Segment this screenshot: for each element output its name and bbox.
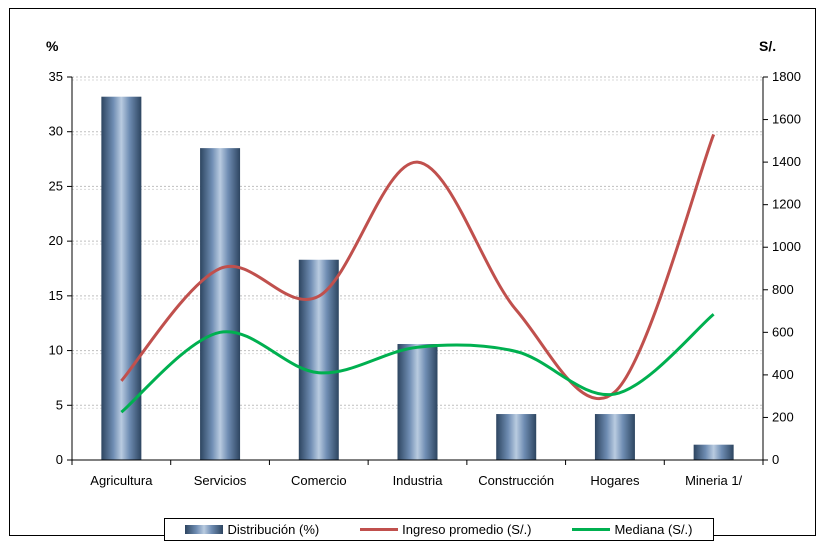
y-right-tick-label: 200 — [772, 409, 794, 424]
y-right-tick-label: 0 — [772, 452, 779, 467]
legend-line-swatch-mediana — [572, 528, 611, 531]
legend-item-ingreso: Ingreso promedio (S/.) — [360, 522, 532, 537]
legend-item-mediana: Mediana (S/.) — [572, 522, 693, 537]
bar — [693, 444, 734, 460]
legend-line-swatch-ingreso — [360, 528, 399, 531]
legend: Distribución (%) Ingreso promedio (S/.) … — [164, 518, 714, 541]
y-right-tick-label: 1200 — [772, 197, 801, 212]
bars — [101, 96, 734, 460]
y-left-tick-label: 5 — [56, 397, 63, 412]
y-right-tick-label: 1800 — [772, 69, 801, 84]
y-left-tick-label: 10 — [49, 343, 63, 358]
y-right-tick-label: 1600 — [772, 112, 801, 127]
y-right-tick-label: 600 — [772, 324, 794, 339]
y-left-tick-label: 35 — [49, 69, 63, 84]
y-left-tick-label: 20 — [49, 233, 63, 248]
x-tick-label: Mineria 1/ — [685, 473, 742, 488]
y-right-axis-label: S/. — [759, 38, 776, 54]
x-tick-label: Industria — [393, 473, 444, 488]
chart: 0 5 10 15 20 25 30 35 0 200 400 600 800 1000 1200 1400 1… — [46, 38, 801, 488]
y-left-tick-label: 0 — [56, 452, 63, 467]
chart-frame: 0 5 10 15 20 25 30 35 0 200 400 600 800 1000 1200 1400 1… — [9, 8, 816, 541]
lines — [120, 133, 716, 414]
bar — [397, 344, 438, 460]
y-left-tick-label: 25 — [49, 178, 63, 193]
y-left-tick-label: 15 — [49, 288, 63, 303]
bar — [496, 414, 537, 460]
bar — [594, 414, 635, 460]
y-right-tick-label: 400 — [772, 367, 794, 382]
legend-label-distribucion: Distribución (%) — [227, 522, 320, 537]
mediana-line — [120, 313, 715, 414]
legend-bar-swatch — [185, 525, 224, 534]
x-tick-label: Hogares — [590, 473, 640, 488]
bar — [101, 96, 142, 460]
y-right-tick-label: 1000 — [772, 239, 801, 254]
legend-label-mediana: Mediana (S/.) — [614, 522, 693, 537]
x-tick-label: Servicios — [194, 473, 247, 488]
x-tick-label: Construcción — [478, 473, 554, 488]
y-left-tick-label: 30 — [49, 124, 63, 139]
y-left-axis-label: % — [46, 38, 59, 54]
y-right-tick-label: 1400 — [772, 154, 801, 169]
bar — [200, 148, 241, 460]
x-tick-label: Agricultura — [90, 473, 153, 488]
y-right-tick-label: 800 — [772, 282, 794, 297]
ingreso-promedio-line — [120, 133, 716, 401]
x-tick-label: Comercio — [291, 473, 347, 488]
bar — [298, 259, 339, 460]
axes: 0 5 10 15 20 25 30 35 0 200 400 600 800 1000 1200 1400 1… — [49, 69, 801, 488]
legend-item-distribucion: Distribución (%) — [185, 522, 319, 537]
legend-label-ingreso: Ingreso promedio (S/.) — [402, 522, 532, 537]
